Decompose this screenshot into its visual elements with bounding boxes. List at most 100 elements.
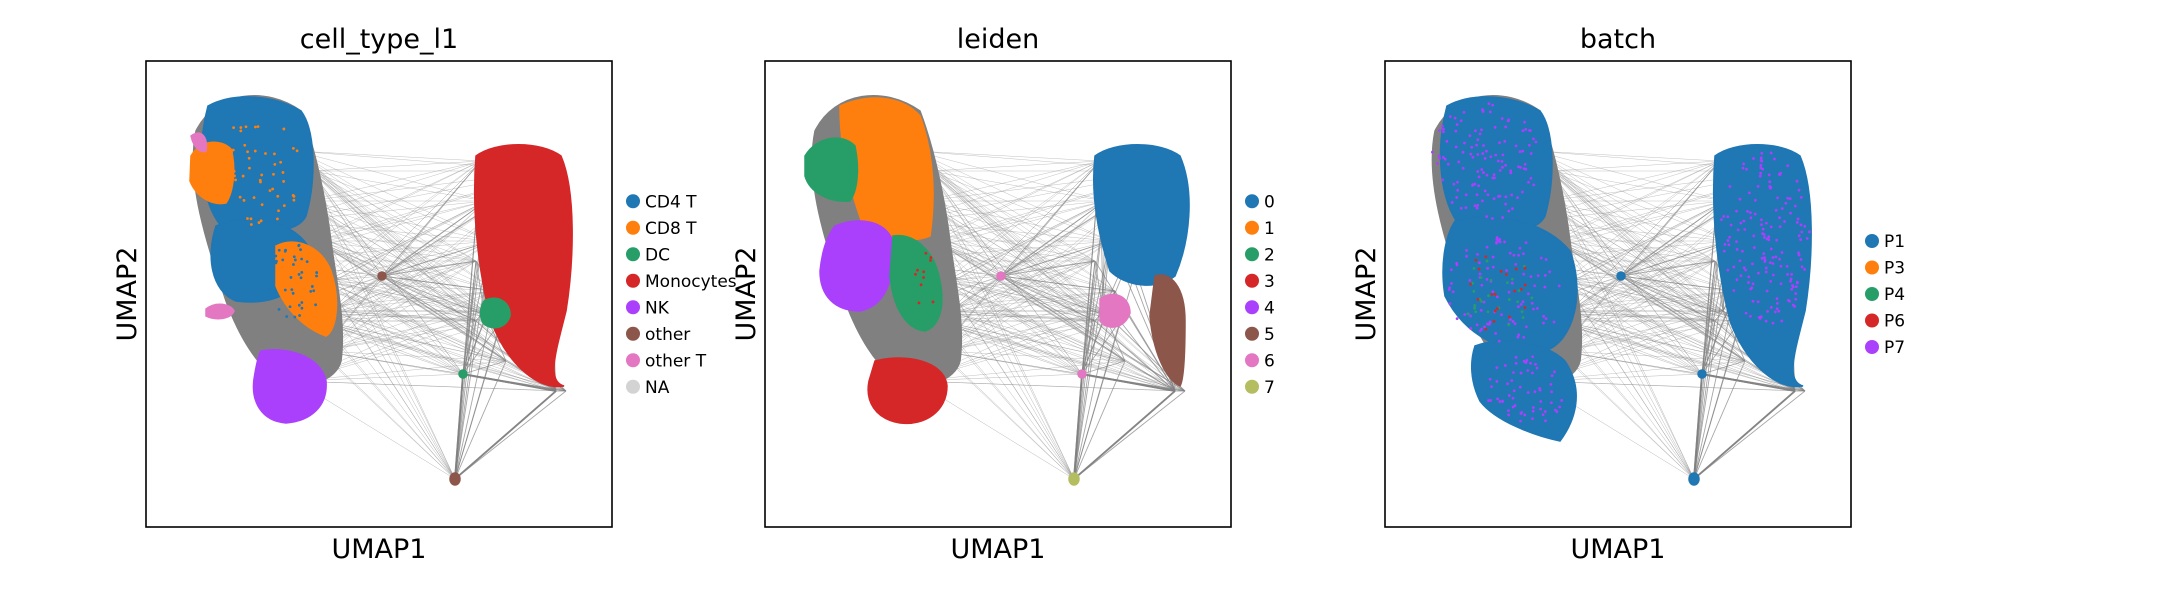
cell-point <box>1735 248 1739 251</box>
cell-point <box>1450 282 1453 285</box>
graph-edge <box>320 290 497 322</box>
cell-point <box>225 189 229 193</box>
cell-point <box>1493 292 1497 296</box>
cell-point <box>1751 282 1755 286</box>
cell-point <box>249 217 253 221</box>
cell-point <box>1442 127 1445 131</box>
cell-point <box>1513 404 1517 407</box>
legend-label: 1 <box>1264 219 1275 239</box>
cell-point <box>1727 243 1731 247</box>
cell-point <box>1508 318 1512 321</box>
graph-edge <box>295 380 557 392</box>
cell-point <box>241 174 245 178</box>
cell-point <box>916 268 919 272</box>
cell-point <box>1775 297 1779 300</box>
cell-point <box>248 166 251 170</box>
cell-point <box>310 285 314 288</box>
cell-point <box>288 305 292 309</box>
cell-point <box>1763 258 1767 262</box>
cell-point <box>1519 419 1522 423</box>
cell-point <box>281 258 285 262</box>
cell-point <box>274 290 277 294</box>
cell-point <box>233 174 236 178</box>
graph-edge <box>1559 320 1695 480</box>
graph-edge <box>320 260 477 322</box>
cell-point <box>1523 360 1527 364</box>
cell-point <box>1742 219 1746 223</box>
cell-point <box>1521 149 1525 153</box>
cell-point <box>1459 119 1463 123</box>
graph-edge <box>914 150 1101 162</box>
cell-point <box>1459 206 1463 210</box>
graph-edge <box>1534 150 1716 262</box>
cell-point <box>1455 317 1459 321</box>
cell-point <box>246 217 249 220</box>
graph-edge <box>462 320 477 375</box>
cell-point <box>1480 168 1484 171</box>
cell-point <box>1510 277 1514 281</box>
cell-point <box>1530 301 1534 305</box>
cell-point <box>1465 248 1468 252</box>
graph-edge <box>924 200 1096 262</box>
graph-edge <box>320 350 507 362</box>
cell-point <box>1796 281 1799 285</box>
graph-edge <box>1559 240 1731 322</box>
cluster-3 <box>867 357 948 425</box>
cell-point <box>252 196 256 200</box>
cell-point <box>1441 124 1444 128</box>
graph-edge <box>462 373 557 392</box>
cell-point <box>1476 297 1480 301</box>
cell-point <box>1476 203 1480 207</box>
cluster-cd8-t <box>275 241 338 337</box>
cell-point <box>1469 152 1473 156</box>
cell-point <box>1490 385 1493 389</box>
cell-point <box>1735 240 1738 243</box>
legend-label: 3 <box>1264 272 1275 292</box>
cell-point <box>1778 257 1782 261</box>
graph-edge <box>1559 320 1746 362</box>
graph-edge <box>1544 200 1716 262</box>
graph-edge <box>1081 360 1126 375</box>
graph-edge <box>381 160 482 277</box>
cell-point <box>1447 288 1451 292</box>
graph-edge <box>1559 320 1716 352</box>
cell-point <box>1490 216 1494 220</box>
graph-edge <box>1073 390 1186 480</box>
cell-point <box>1469 282 1472 286</box>
cluster-other <box>377 271 387 281</box>
cell-point <box>1760 159 1764 163</box>
legend-label: CD8 T <box>645 219 697 239</box>
graph-edge <box>315 160 482 242</box>
cell-point <box>1500 160 1504 163</box>
cell-point <box>1760 256 1764 260</box>
cell-point <box>1529 275 1533 279</box>
cell-point <box>1464 206 1468 210</box>
cell-point <box>1549 401 1553 405</box>
graph-edge <box>1081 320 1121 375</box>
cell-point <box>292 194 296 198</box>
cell-point <box>299 276 303 280</box>
umap-clusters <box>1430 94 1812 486</box>
cell-point <box>1752 157 1755 160</box>
panel-cell-type: cell_type_l1 UMAP1 UMAP2 CD4 T CD8 T DC Mon… <box>112 24 737 565</box>
cell-point <box>1741 249 1744 253</box>
cell-point <box>300 257 304 261</box>
graph-edge <box>1000 160 1101 277</box>
legend-label: 7 <box>1264 378 1275 398</box>
cell-point <box>1738 197 1742 201</box>
cell-point <box>1544 317 1548 321</box>
cell-point <box>1511 396 1515 400</box>
legend-label: P3 <box>1884 259 1905 279</box>
cell-point <box>1516 300 1520 304</box>
cell-point <box>1480 283 1484 287</box>
legend-label: P1 <box>1884 232 1905 252</box>
cell-point <box>1531 417 1534 421</box>
cell-point <box>1504 125 1508 129</box>
cell-point <box>1491 103 1495 107</box>
cell-point <box>1728 185 1732 188</box>
cell-point <box>1474 258 1478 262</box>
cell-point <box>1780 319 1784 323</box>
graph-edge <box>1559 310 1724 322</box>
cell-point <box>924 251 928 255</box>
graph-edge <box>320 310 485 322</box>
